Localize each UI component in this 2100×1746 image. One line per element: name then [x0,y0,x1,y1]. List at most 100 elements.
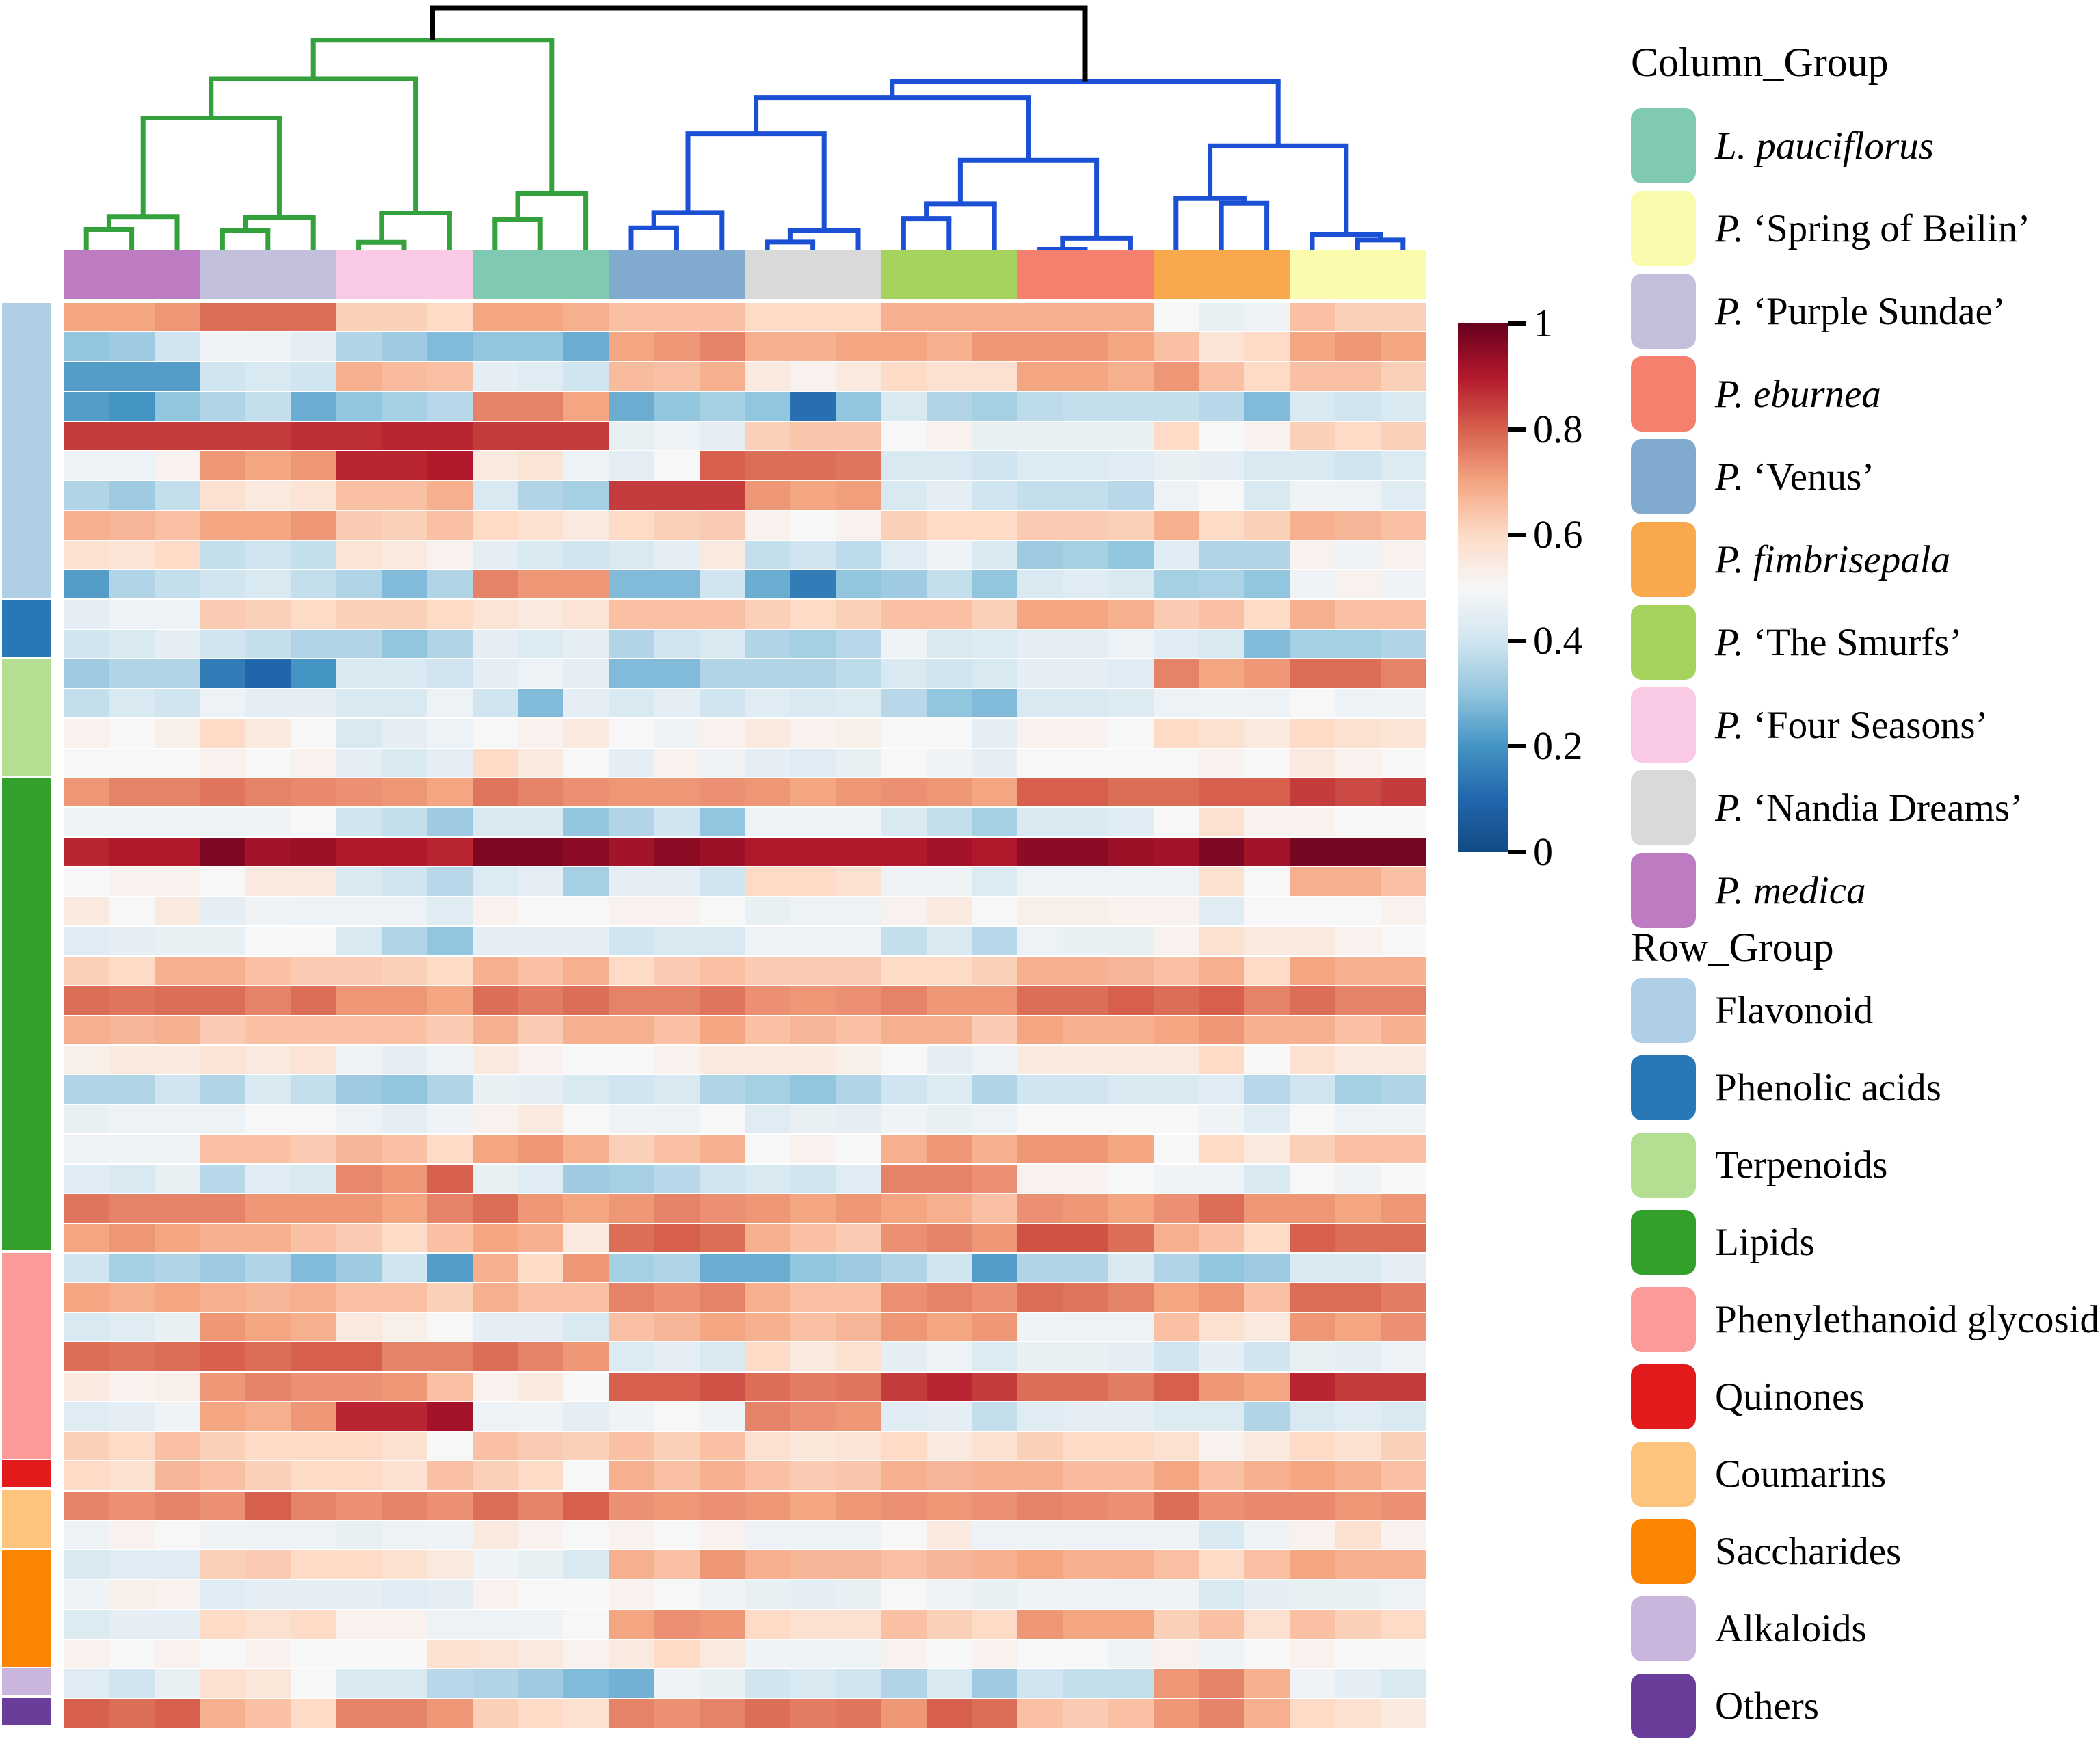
heatmap-cell [1335,808,1381,836]
heatmap-cell [1199,927,1245,955]
heatmap-cell [1017,1254,1063,1282]
heatmap-cell [608,1016,654,1044]
heatmap-cell [1335,1254,1381,1282]
heatmap-cell [1108,1164,1154,1193]
heatmap-cell [1108,1105,1154,1134]
heatmap-cell [1108,837,1154,867]
heatmap-cell [699,570,745,599]
heatmap-cell [291,1669,336,1698]
heatmap-cell [1108,956,1154,986]
heatmap-cell [563,927,609,955]
heatmap-cell [336,1550,382,1579]
colorbar-tick [1508,639,1526,643]
heatmap-cell [1017,362,1063,391]
heatmap-cell [745,897,790,926]
heatmap-cell [1244,1194,1290,1223]
heatmap-cell [245,1580,291,1609]
heatmap-cell [1108,481,1154,510]
heatmap-cell [1199,1105,1245,1134]
heatmap-cell [64,570,109,599]
heatmap-cell [972,481,1018,510]
heatmap-cell [1199,392,1245,421]
legend-label: Flavonoid [1715,989,1874,1032]
heatmap-cell [1108,1461,1154,1490]
legend-label: Quinones [1715,1375,1865,1418]
heatmap-cell [109,629,155,659]
heatmap-cell [608,1550,654,1579]
heatmap-cell [200,1164,245,1193]
heatmap-cell [518,1550,563,1579]
heatmap-cell [64,481,109,510]
heatmap-cell [835,719,881,748]
heatmap-cell [608,956,654,986]
heatmap-cell [790,570,836,599]
heatmap-cell [926,867,972,896]
heatmap-cell [245,421,291,451]
heatmap-cell [1017,570,1063,599]
colorbar-ticks: 1 0.8 0.6 0.4 0.2 0 [1508,304,1618,872]
heatmap-cell [154,748,200,777]
heatmap-cell [154,1075,200,1104]
heatmap-cell [336,956,382,986]
heatmap-cell [336,1699,382,1728]
heatmap-cell [1062,837,1108,867]
heatmap-cell [835,1372,881,1401]
legend-entry: Phenolic acids [1631,1055,1941,1120]
heatmap-cell [245,1342,291,1371]
heatmap-cell [1062,1135,1108,1163]
heatmap-cell [881,1194,927,1223]
heatmap-cell [518,1016,563,1044]
heatmap-cell [881,421,927,451]
heatmap-cell [1017,1194,1063,1223]
heatmap-cell [1108,570,1154,599]
heatmap-cell [1289,1610,1335,1639]
heatmap-cell [1062,778,1108,807]
legend-label: P. eburnea [1715,372,1881,416]
heatmap-cell [654,362,700,391]
heatmap-cell [1335,1164,1381,1193]
heatmap-cell [1153,421,1199,451]
heatmap-cell [835,778,881,807]
heatmap-cell [790,837,836,867]
heatmap-cell [1244,481,1290,510]
heatmap-cell [835,1520,881,1550]
heatmap-cell [200,1550,245,1579]
heatmap-cell [926,1164,972,1193]
heatmap-cell [1017,956,1063,986]
heatmap-cell [563,659,609,688]
heatmap-cell [291,986,336,1015]
heatmap-cell [608,748,654,777]
heatmap-cell [1244,1610,1290,1639]
heatmap-cell [608,867,654,896]
heatmap-cell [245,927,291,955]
heatmap-cell [835,837,881,867]
heatmap-cell [1199,1639,1245,1669]
heatmap-cell [1335,1105,1381,1134]
heatmap-cell [64,867,109,896]
legend-entry: P. ‘Purple Sundae’ [1631,274,2006,349]
heatmap-cell [1108,1312,1154,1342]
heatmap-cell [699,956,745,986]
heatmap-cell [427,808,473,836]
heatmap-cell [109,837,155,867]
heatmap-cell [336,421,382,451]
heatmap-cell [1017,451,1063,480]
heatmap-cell [563,511,609,540]
legend-entry: Phenylethanoid glycosides [1631,1287,2100,1352]
heatmap-cell [1017,303,1063,332]
heatmap-cell [699,1254,745,1282]
heatmap-cell [1289,1372,1335,1401]
heatmap-cell [291,421,336,451]
heatmap-cell [291,1342,336,1371]
heatmap-cell [1108,392,1154,421]
heatmap-cell [427,1372,473,1401]
heatmap-cell [291,1254,336,1282]
heatmap-cell [745,1283,790,1312]
heatmap-cell [154,927,200,955]
heatmap-cell [427,1402,473,1431]
heatmap-cell [154,1372,200,1401]
heatmap-cell [518,362,563,391]
heatmap-cell [245,1075,291,1104]
heatmap-cell [109,1045,155,1074]
